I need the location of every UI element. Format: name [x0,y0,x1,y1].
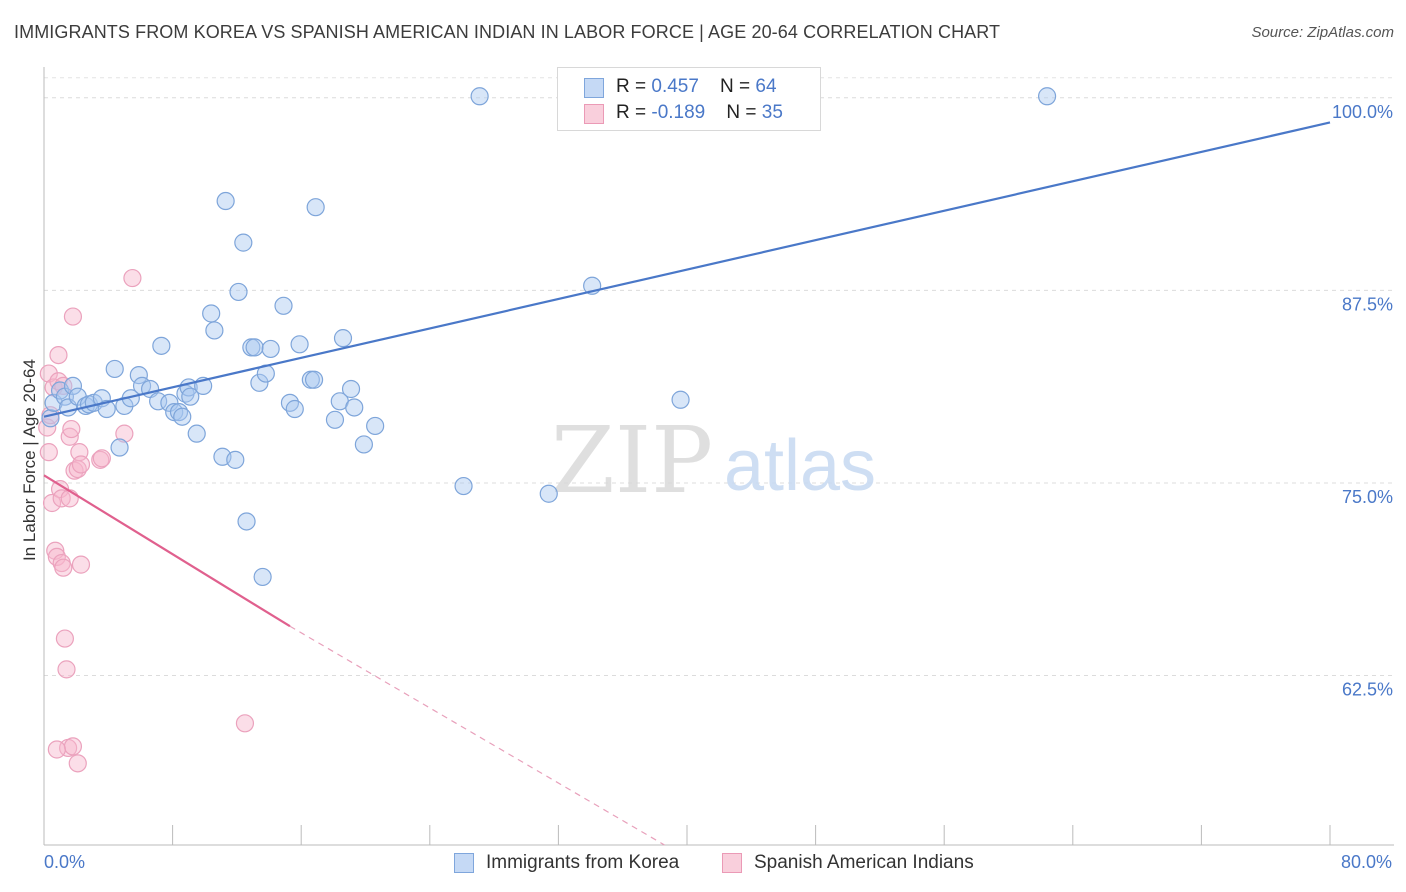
legend-n-value: 35 [762,102,783,123]
blue-trend-line [44,122,1330,416]
y-axis-label: In Labor Force | Age 20-64 [20,359,40,561]
blue-point [235,234,252,251]
pink-point [40,444,57,461]
stats-legend: R = 0.457 N = 64 R = -0.189 N = 35 [557,67,821,131]
blue-point [471,88,488,105]
blue-point [291,336,308,353]
watermark-zip: ZIP [551,407,713,514]
bottom-legend-swatch-blue [454,853,474,873]
blue-point [217,193,234,210]
legend-swatch-blue [584,78,604,98]
legend-swatch-pink [584,104,604,124]
blue-point [230,283,247,300]
scatter-plot: ZIP atlas 62.5% 75.0% 87.5% 100.0% [0,0,1406,892]
pink-point [64,308,81,325]
blue-point [238,513,255,530]
blue-point [106,360,123,377]
blue-point [286,401,303,418]
pink-point [63,421,80,438]
blue-point [227,451,244,468]
pink-trend-line [44,475,290,626]
blue-point [540,485,557,502]
blue-point [1039,88,1056,105]
pink-point [124,270,141,287]
blue-point [307,199,324,216]
blue-point [275,297,292,314]
pink-point [50,347,67,364]
pink-point [64,738,81,755]
blue-point [42,410,59,427]
x-tick-label-max: 80.0% [1341,852,1392,873]
blue-point [188,425,205,442]
watermark: ZIP atlas [551,407,876,514]
watermark-atlas: atlas [724,426,876,506]
blue-point [346,399,363,416]
bottom-legend-label: Immigrants from Korea [486,852,679,874]
pink-trend-extension [290,626,665,845]
blue-point [246,339,263,356]
legend-n-label: N = [726,102,761,123]
blue-point [355,436,372,453]
blue-point [326,411,343,428]
blue-point [254,568,271,585]
blue-point [111,439,128,456]
pink-point [56,630,73,647]
pink-point [72,556,89,573]
y-tick-label: 100.0% [1332,102,1393,122]
pink-point [236,715,253,732]
pink-point [69,755,86,772]
pink-point [93,450,110,467]
pink-point [72,456,89,473]
pink-point [55,559,72,576]
blue-point [343,380,360,397]
blue-point [306,371,323,388]
legend-n-value: 64 [755,76,776,97]
y-tick-label: 87.5% [1342,294,1393,314]
blue-point [206,322,223,339]
pink-point [61,490,78,507]
legend-r-value: 0.457 [651,76,699,97]
blue-point [672,391,689,408]
pink-point [48,741,65,758]
blue-point [153,337,170,354]
blue-point [203,305,220,322]
y-tick-label: 62.5% [1342,680,1393,700]
legend-n-label: N = [720,76,755,97]
blue-point [262,340,279,357]
pink-point [58,661,75,678]
legend-r-label: R = [616,76,651,97]
bottom-legend-label: Spanish American Indians [754,852,974,874]
bottom-legend-swatch-pink [722,853,742,873]
legend-r-value: -0.189 [651,102,705,123]
blue-point [174,408,191,425]
blue-point [455,478,472,495]
legend-r-label: R = [616,102,651,123]
x-tick-label-min: 0.0% [44,852,85,873]
y-tick-label: 75.0% [1342,487,1393,507]
blue-point [367,417,384,434]
blue-point [334,330,351,347]
